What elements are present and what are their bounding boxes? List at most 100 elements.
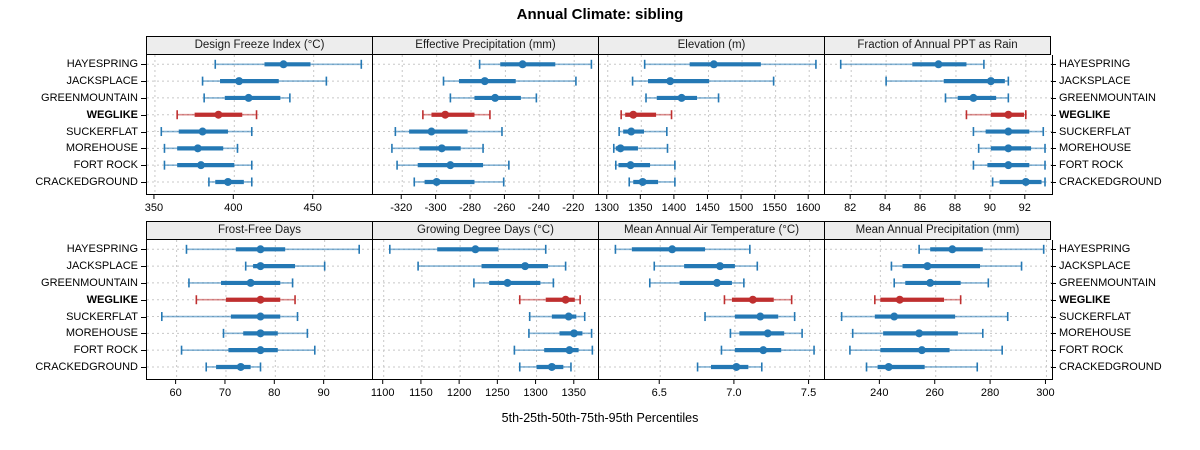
median-dot bbox=[629, 110, 638, 119]
x-axis-tick-label: 450 bbox=[303, 202, 321, 214]
median-dot bbox=[547, 362, 556, 371]
row-label-hayespring: HAYESPRING bbox=[66, 243, 138, 256]
y-axis-tick bbox=[141, 165, 146, 167]
row-label-crackedground: CRACKEDGROUND bbox=[35, 360, 138, 373]
median-dot bbox=[1004, 161, 1013, 170]
panel-plot-area bbox=[372, 55, 601, 195]
x-axis-tick-label: 300 bbox=[1036, 387, 1054, 399]
x-axis-tick-label: 70 bbox=[219, 387, 231, 399]
x-axis: 6.5 7.0 7.5 bbox=[652, 380, 816, 399]
y-axis-tick bbox=[141, 316, 146, 318]
y-axis-tick bbox=[141, 81, 146, 83]
median-dot bbox=[969, 93, 978, 102]
median-dot bbox=[709, 60, 718, 69]
panel-strip-title: Elevation (m) bbox=[598, 36, 825, 55]
y-axis-tick bbox=[1051, 97, 1056, 99]
y-axis-tick bbox=[1051, 266, 1056, 268]
row-label-hayespring: HAYESPRING bbox=[1059, 58, 1131, 71]
median-dot bbox=[748, 295, 757, 304]
median-dot bbox=[236, 362, 245, 371]
row-label-suckerflat: SUCKERFLAT bbox=[1059, 125, 1131, 138]
x-axis-tick-label: 80 bbox=[268, 387, 280, 399]
y-axis-tick bbox=[141, 249, 146, 251]
median-dot bbox=[890, 312, 899, 321]
median-dot bbox=[564, 312, 573, 321]
row-label-morehouse: MOREHOUSE bbox=[1059, 142, 1132, 155]
median-dot bbox=[521, 262, 530, 271]
y-axis-tick bbox=[141, 64, 146, 66]
median-dot bbox=[668, 245, 677, 254]
panel: Mean Annual Air Temperature (°C) 6.5 7.0 7.… bbox=[598, 221, 827, 401]
panel-plot-area bbox=[598, 240, 827, 380]
median-dot bbox=[518, 60, 527, 69]
y-axis-tick bbox=[1051, 299, 1056, 301]
panel-plot-area bbox=[824, 55, 1053, 195]
median-dot bbox=[763, 329, 772, 338]
x-axis-tick-label: 1600 bbox=[796, 202, 820, 214]
row-label-area: HAYESPRING JACKSPLACE GREENMOUNTAIN WEGLIKE… bbox=[0, 55, 146, 194]
median-dot bbox=[193, 144, 202, 153]
y-axis-tick bbox=[141, 148, 146, 150]
y-axis-tick bbox=[1051, 366, 1056, 368]
median-dot bbox=[638, 177, 647, 186]
median-dot bbox=[1004, 127, 1013, 136]
panel-band-top: HAYESPRING JACKSPLACE GREENMOUNTAIN WEGLIKE… bbox=[0, 36, 1200, 216]
row-label-fort-rock: FORT ROCK bbox=[73, 344, 138, 357]
panel-plot-area bbox=[372, 240, 601, 380]
row-label-greenmountain: GREENMOUNTAIN bbox=[41, 91, 138, 104]
median-dot bbox=[712, 278, 721, 287]
median-dot bbox=[256, 262, 265, 271]
y-axis-tick bbox=[1051, 64, 1056, 66]
median-dot bbox=[198, 127, 207, 136]
x-axis-tick-label: -300 bbox=[425, 202, 447, 214]
row-label-area: HAYESPRING JACKSPLACE GREENMOUNTAIN WEGLIKE… bbox=[1051, 240, 1200, 379]
median-dot bbox=[715, 262, 724, 271]
median-dot bbox=[666, 77, 675, 86]
median-dot bbox=[923, 262, 932, 271]
x-axis-tick-label: 60 bbox=[169, 387, 181, 399]
median-dot bbox=[256, 295, 265, 304]
x-axis-tick-label: -240 bbox=[528, 202, 550, 214]
panels-row: Design Freeze Index (°C) 350 400 450 Effecti… bbox=[145, 36, 1053, 216]
x-axis-tick-label: 350 bbox=[145, 202, 163, 214]
x-axis-tick-label: 1550 bbox=[762, 202, 786, 214]
row-label-greenmountain: GREENMOUNTAIN bbox=[1059, 276, 1156, 289]
median-dot bbox=[196, 161, 205, 170]
panel: Effective Precipitation (mm) -320 -300 -280… bbox=[372, 36, 601, 216]
x-axis-tick-label: -260 bbox=[493, 202, 515, 214]
x-axis-tick-label: 90 bbox=[318, 387, 330, 399]
x-axis-tick-label: 6.5 bbox=[652, 387, 667, 399]
y-axis-tick bbox=[141, 282, 146, 284]
x-axis-tick-label: 1350 bbox=[562, 387, 586, 399]
y-axis-tick bbox=[141, 333, 146, 335]
median-dot bbox=[427, 127, 436, 136]
y-axis-tick bbox=[1051, 165, 1056, 167]
x-axis-tick-label: 1300 bbox=[523, 387, 547, 399]
panel: Design Freeze Index (°C) 350 400 450 bbox=[145, 36, 375, 216]
panel-band-bottom: HAYESPRING JACKSPLACE GREENMOUNTAIN WEGLIKE… bbox=[0, 221, 1200, 401]
x-axis-tick-label: 82 bbox=[844, 202, 856, 214]
y-axis-tick bbox=[1051, 181, 1056, 183]
median-dot bbox=[235, 77, 244, 86]
median-dot bbox=[565, 346, 574, 355]
x-axis: 82 84 86 88 90 92 bbox=[844, 195, 1031, 214]
x-axis-tick-label: 1200 bbox=[447, 387, 471, 399]
row-label-greenmountain: GREENMOUNTAIN bbox=[1059, 91, 1156, 104]
x-axis-tick-label: 1350 bbox=[628, 202, 652, 214]
median-dot bbox=[759, 346, 768, 355]
y-axis-tick bbox=[1051, 114, 1056, 116]
panel-strip-title: Design Freeze Index (°C) bbox=[146, 36, 373, 55]
y-axis-tick bbox=[141, 131, 146, 133]
median-dot bbox=[570, 329, 579, 338]
panels-row: Frost-Free Days 60 70 80 90 Growing Degree Da… bbox=[146, 221, 1055, 401]
x-axis-tick-label: 1150 bbox=[409, 387, 433, 399]
x-axis-tick-label: 260 bbox=[926, 387, 944, 399]
median-dot bbox=[915, 329, 924, 338]
x-axis-tick-label: -320 bbox=[390, 202, 412, 214]
panel-strip-title: Growing Degree Days (°C) bbox=[372, 221, 599, 240]
x-axis-tick-label: 280 bbox=[981, 387, 999, 399]
row-label-morehouse: MOREHOUSE bbox=[65, 327, 138, 340]
y-axis-tick bbox=[141, 299, 146, 301]
x-axis: 60 70 80 90 bbox=[169, 380, 330, 399]
median-dot bbox=[1004, 144, 1013, 153]
